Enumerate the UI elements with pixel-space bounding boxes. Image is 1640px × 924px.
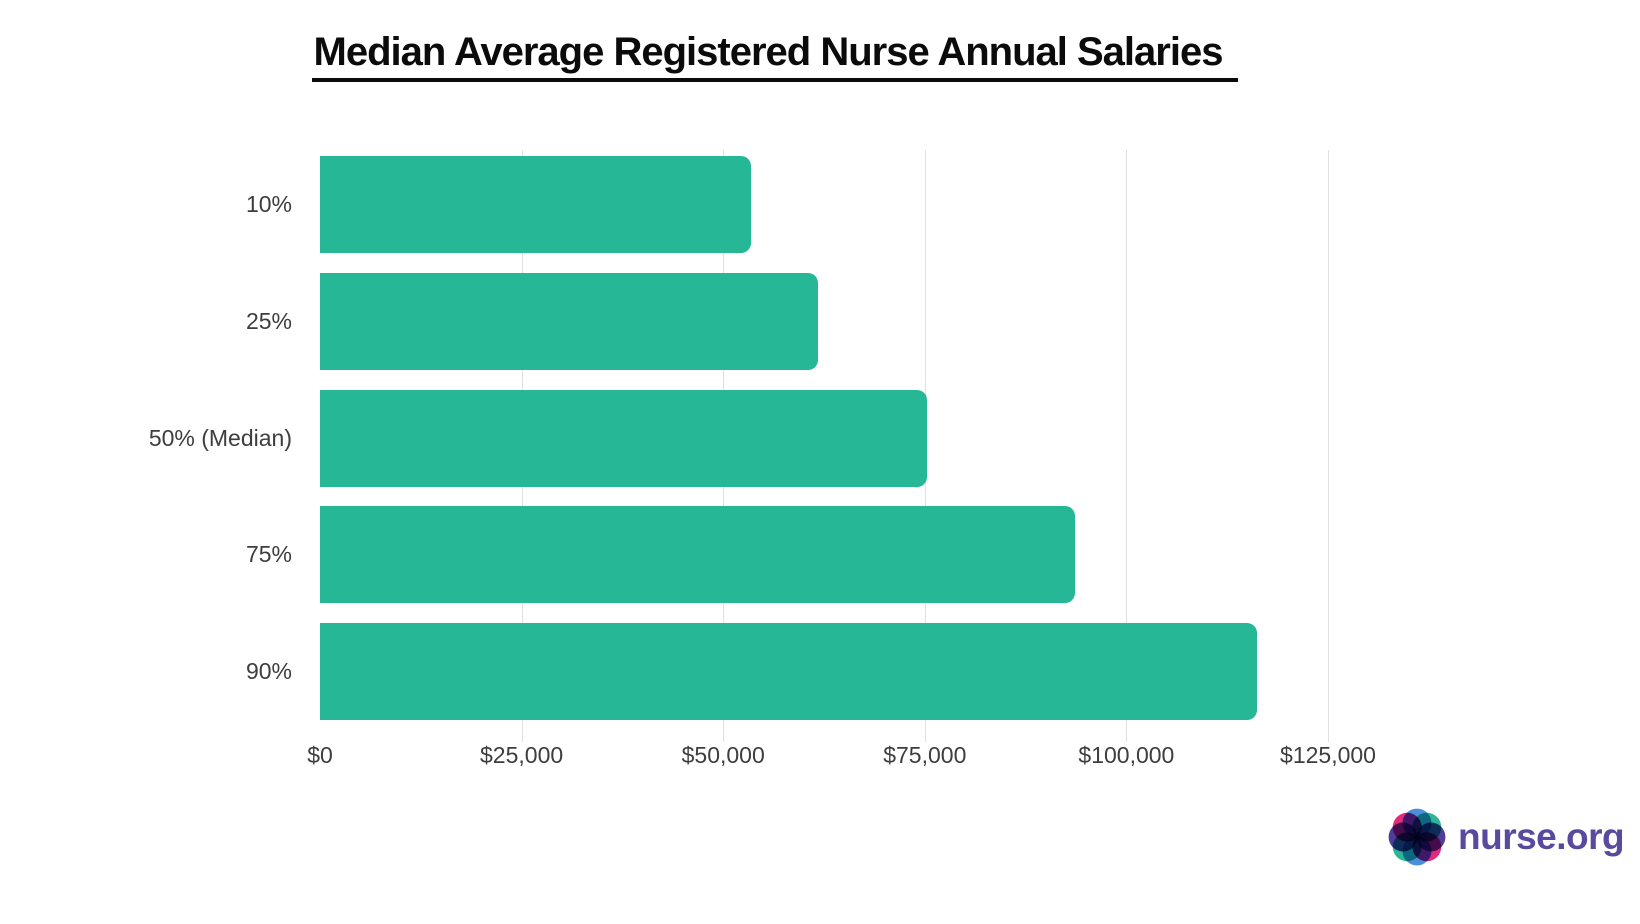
y-axis-label: 50% (Median) xyxy=(148,424,292,451)
x-axis-labels: $0 $25,000 $50,000 $75,000 $100,000 $125,000 xyxy=(0,742,1640,772)
x-axis-label: $125,000 xyxy=(1280,742,1376,768)
x-axis-label: $100,000 xyxy=(1078,742,1175,768)
bar-75- xyxy=(320,506,1075,604)
bar-row xyxy=(320,506,1420,604)
bar-row xyxy=(320,272,1420,370)
bar-50-median- xyxy=(320,389,928,487)
x-axis-label: $75,000 xyxy=(883,742,967,768)
brand-logo-text: nurse.org xyxy=(1458,816,1625,857)
plot-area xyxy=(320,150,1420,742)
bar-10- xyxy=(320,156,751,253)
bar-row xyxy=(320,623,1420,720)
bar-row xyxy=(320,156,1420,253)
bar-90- xyxy=(320,623,1258,720)
gridline xyxy=(1328,150,1329,742)
y-axis-label: 25% xyxy=(245,307,292,334)
x-axis-label: $25,000 xyxy=(480,742,564,768)
flower-rosette-icon xyxy=(1388,808,1446,866)
x-axis-label: $50,000 xyxy=(681,742,765,768)
bar-row xyxy=(320,389,1420,487)
bars-group xyxy=(320,156,1420,720)
y-axis-label: 90% xyxy=(245,658,292,684)
bar-25- xyxy=(320,272,819,370)
x-axis-label: $0 xyxy=(307,742,333,768)
brand-logo: nurse.org xyxy=(1386,806,1625,868)
chart-title: Median Average Registered Nurse Annual S… xyxy=(311,30,1239,82)
y-axis-labels: 10% 25% 50% (Median) 75% 90% xyxy=(0,156,292,720)
y-axis-label: 10% xyxy=(245,191,292,217)
gridline xyxy=(1126,150,1128,742)
y-axis-label: 75% xyxy=(245,541,292,568)
chart-title-container: Median Average Registered Nurse Annual S… xyxy=(300,30,1250,82)
